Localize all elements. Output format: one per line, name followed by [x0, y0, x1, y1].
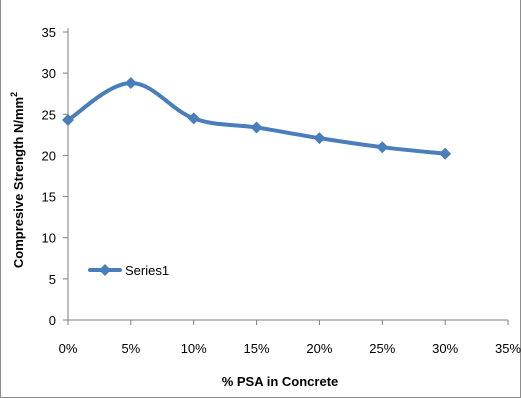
y-tick-label: 5 [49, 272, 56, 287]
x-tick-label: 20% [306, 341, 332, 356]
y-axis-ticks: 0 5 10 15 20 25 30 35 [42, 25, 68, 328]
y-tick-label: 10 [42, 231, 56, 246]
x-tick-label: 30% [432, 341, 458, 356]
legend-series-label: Series1 [125, 263, 169, 278]
legend-series-marker [99, 264, 111, 276]
y-tick-label: 30 [42, 66, 56, 81]
x-tick-label: 15% [244, 341, 270, 356]
x-tick-label: 5% [121, 341, 140, 356]
x-axis-title: % PSA in Concrete [222, 374, 339, 389]
x-tick-label: 25% [369, 341, 395, 356]
legend: Series1 [88, 263, 169, 278]
series-point [376, 141, 389, 154]
series-point [439, 147, 452, 160]
series-group [62, 77, 452, 160]
series-line [66, 81, 446, 156]
y-axis-title: Compresive Strength N/mm2 [9, 92, 26, 268]
y-tick-label: 35 [42, 25, 56, 40]
y-axis-title-main: Compresive Strength N/mm [11, 97, 26, 268]
y-tick-label: 20 [42, 148, 56, 163]
y-tick-label: 25 [42, 107, 56, 122]
series-point [250, 121, 263, 134]
y-tick-label: 15 [42, 190, 56, 205]
series-point [187, 112, 200, 125]
x-tick-label: 10% [181, 341, 207, 356]
series-point [124, 77, 137, 90]
series-point [313, 132, 326, 145]
x-tick-label: 35% [495, 341, 521, 356]
x-axis-ticks: 0% 5% 10% 15% 20% 25% 30% 35% [59, 320, 521, 356]
x-tick-label: 0% [59, 341, 78, 356]
y-axis-title-superscript: 2 [9, 92, 19, 97]
series-point [62, 114, 74, 127]
y-tick-label: 0 [49, 313, 56, 328]
